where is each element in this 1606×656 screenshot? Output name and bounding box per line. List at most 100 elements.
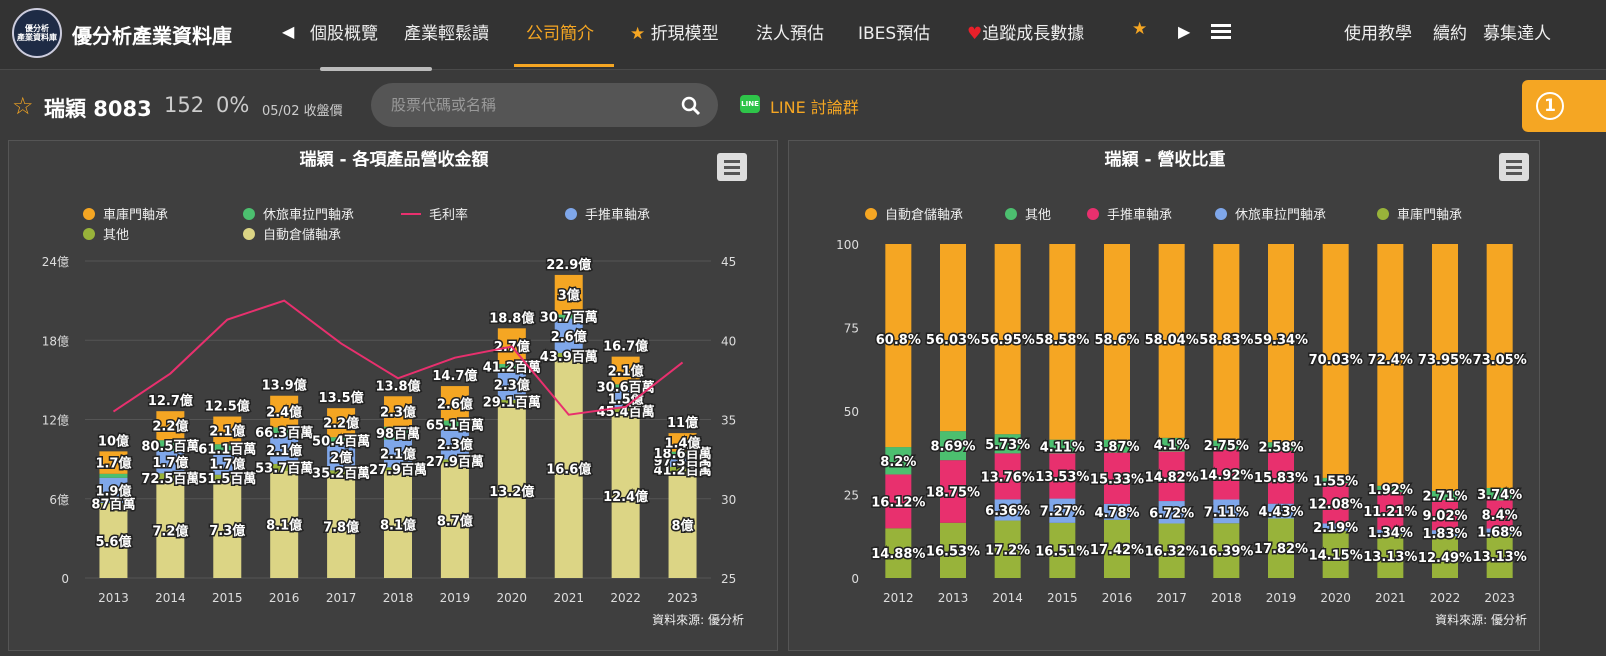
stock-bar	[0, 71, 1606, 139]
x-tick-label: 2020	[497, 591, 528, 605]
legend-label: 自動倉儲軸承	[885, 208, 963, 223]
bar-segment	[1268, 442, 1294, 451]
bar-segment	[994, 434, 1021, 454]
top-navbar: 優分析 產業資料庫 優分析產業資料庫 ◀ 個股概覽 產業輕鬆讀 公司簡介 ★ 折現…	[0, 0, 1606, 71]
data-label: 4.43%	[1258, 505, 1303, 520]
data-label: 6.72%	[1149, 506, 1194, 521]
notification-badge[interactable]: 1	[1522, 80, 1606, 132]
nav-item-company-profile[interactable]: 公司簡介	[526, 24, 594, 44]
data-label: 7.3億	[209, 523, 245, 539]
bar-segment	[1486, 487, 1513, 501]
bar-segment	[327, 408, 356, 438]
bar-segment	[213, 416, 242, 445]
data-label: 41.2百萬	[654, 463, 712, 479]
bar-segment	[1432, 500, 1458, 531]
bar-segment	[99, 451, 128, 474]
nav-item-overview[interactable]: 個股概覽	[310, 24, 378, 44]
legend-label: 毛利率	[429, 207, 468, 223]
bar-segment	[1104, 439, 1130, 453]
total-label: 14.7億	[432, 368, 477, 384]
total-label: 12.5億	[205, 399, 250, 415]
data-label: 13.53%	[1035, 470, 1089, 485]
gross-margin-line	[112, 299, 684, 416]
nav-scrollbar[interactable]	[320, 67, 432, 71]
legend-label: 休旅車拉門軸承	[1235, 208, 1326, 223]
nav-item-growth-tracking[interactable]: ♥追蹤成長數據	[967, 19, 1084, 44]
y-tick-label: 6億	[49, 493, 69, 507]
data-label: 65.1百萬	[426, 418, 484, 434]
brand-logo[interactable]: 優分析 產業資料庫	[12, 8, 62, 58]
bar-segment	[327, 474, 356, 578]
data-label: 1.55%	[1313, 474, 1358, 489]
bar-segment	[885, 528, 912, 578]
x-tick-label: 2021	[553, 591, 584, 605]
nav-link-recruit[interactable]: 募集達人	[1483, 24, 1551, 44]
y-tick-label: 75	[844, 322, 859, 336]
data-label: 8.1億	[266, 518, 302, 534]
legend-label: 車庫門軸承	[1397, 208, 1462, 223]
data-label: 2.4億	[266, 405, 302, 421]
data-label: 7.8億	[323, 519, 359, 535]
bar-segment	[1049, 498, 1076, 523]
legend-label: 其他	[1025, 208, 1051, 223]
nav-item-ibes-forecast[interactable]: IBES預估	[858, 24, 931, 44]
x-tick-label: 2016	[1102, 591, 1133, 605]
data-label: 6.36%	[985, 504, 1030, 519]
data-label: 4.78%	[1094, 506, 1139, 521]
data-label: 5.73%	[985, 438, 1030, 453]
data-label: 3.74%	[1477, 488, 1522, 503]
line-group-link[interactable]: LINE 討論群	[770, 98, 859, 117]
data-label: 16.12%	[871, 495, 925, 510]
data-label: 9.02%	[1422, 509, 1467, 524]
favorite-star-icon[interactable]: ☆	[12, 92, 34, 120]
chart-menu-button[interactable]	[717, 153, 747, 181]
menu-icon[interactable]	[1211, 24, 1231, 40]
nav-item-dcf-model[interactable]: ★ 折現模型	[630, 19, 719, 44]
data-label: 60.8%	[876, 333, 921, 348]
heart-icon: ♥	[967, 24, 983, 44]
data-label: 11.21%	[1363, 505, 1417, 520]
nav-scroll-right-icon[interactable]: ▶	[1178, 22, 1191, 41]
bar-segment	[611, 384, 640, 389]
nav-scroll-left-icon[interactable]: ◀	[282, 22, 295, 41]
bar-segment	[1322, 477, 1349, 484]
nav-link-renew[interactable]: 續約	[1433, 24, 1467, 44]
brand-name[interactable]: 優分析產業資料庫	[72, 24, 232, 48]
bar-segment	[940, 431, 966, 461]
bar-segment	[156, 482, 185, 578]
chart-menu-button[interactable]	[1499, 153, 1529, 181]
line-icon[interactable]: LINE	[740, 95, 760, 113]
legend-marker	[243, 228, 255, 240]
nav-link-tutorial[interactable]: 使用教學	[1344, 24, 1412, 44]
bar-segment	[99, 502, 128, 505]
y2-tick-label: 40	[721, 334, 736, 348]
bar-segment	[213, 474, 242, 482]
data-label: 2.3億	[437, 437, 473, 453]
bar-segment	[668, 451, 697, 455]
data-label: 1.83%	[1422, 527, 1467, 542]
bar-segment	[1049, 453, 1076, 499]
nav-item-industry[interactable]: 產業輕鬆讀	[404, 24, 489, 44]
search-input[interactable]	[371, 83, 718, 127]
x-tick-label: 2012	[883, 591, 914, 605]
data-label: 16.51%	[1035, 544, 1089, 559]
data-label: 16.39%	[1199, 545, 1253, 560]
nav-item-institutional-forecast[interactable]: 法人預估	[756, 24, 824, 44]
bar-segment	[156, 450, 185, 474]
legend-label: 休旅車拉門軸承	[263, 208, 354, 223]
x-tick-label: 2018	[1211, 591, 1242, 605]
data-label: 59.34%	[1254, 333, 1308, 348]
bar-segment	[1377, 534, 1404, 578]
star-icon[interactable]: ★	[1132, 19, 1148, 39]
bar-segment	[994, 520, 1021, 578]
x-tick-label: 2021	[1375, 591, 1406, 605]
bar-segment	[611, 388, 640, 409]
y-tick-label: 24億	[42, 255, 69, 269]
y2-tick-label: 25	[721, 572, 736, 586]
bar-segment	[1158, 523, 1185, 578]
x-tick-label: 2023	[1484, 591, 1515, 605]
bar-segment	[440, 459, 469, 464]
bar-segment	[1268, 518, 1294, 578]
legend-marker	[243, 208, 255, 220]
search-icon[interactable]	[681, 96, 701, 116]
